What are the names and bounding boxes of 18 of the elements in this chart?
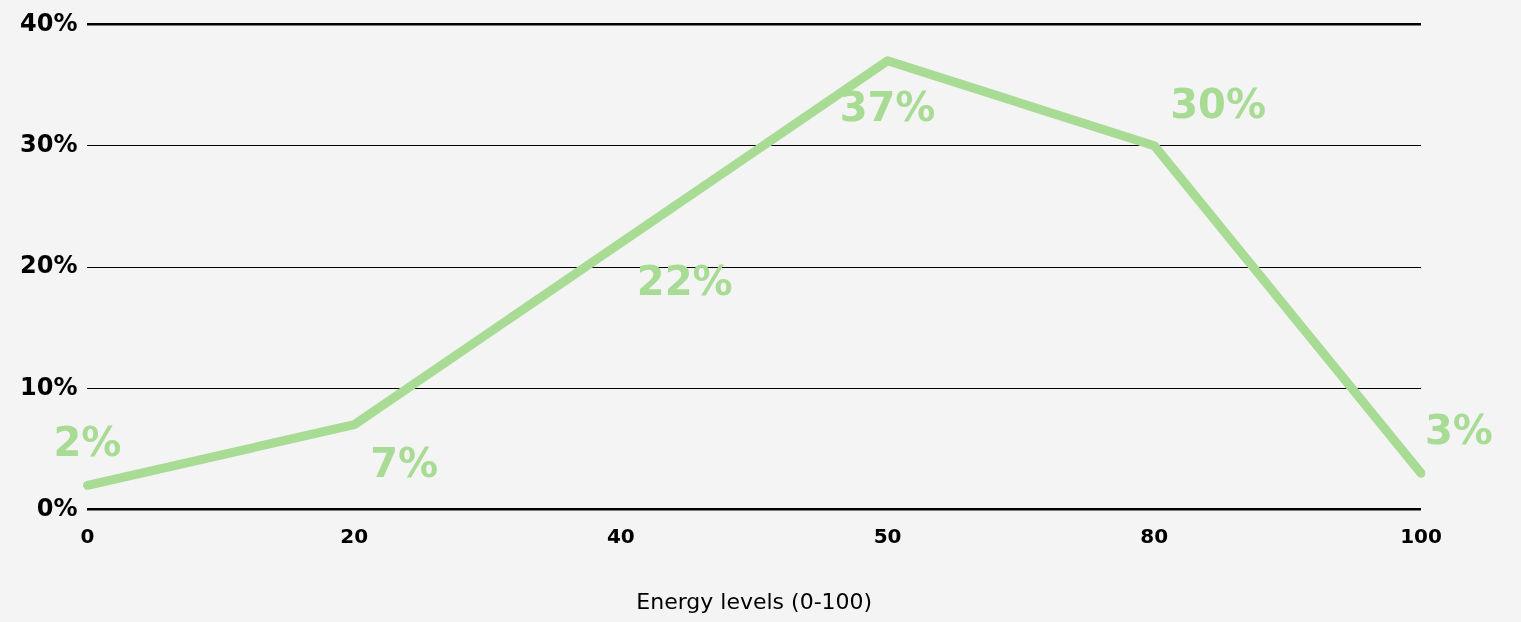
x-tick-label: 100 bbox=[1400, 523, 1442, 548]
x-axis-title: Energy levels (0-100) bbox=[636, 588, 873, 614]
data-label: 2% bbox=[53, 418, 122, 465]
x-tick-label: 80 bbox=[1140, 523, 1169, 548]
x-tick-label: 20 bbox=[340, 523, 369, 548]
data-label: 3% bbox=[1425, 406, 1493, 453]
y-tick-label: 40% bbox=[19, 8, 78, 37]
data-label: 22% bbox=[636, 258, 733, 305]
x-tick-label: 40 bbox=[606, 523, 635, 548]
x-tick-label: 50 bbox=[873, 523, 902, 548]
y-tick-label: 0% bbox=[36, 493, 78, 522]
y-tick-label: 20% bbox=[19, 251, 78, 280]
data-label: 30% bbox=[1170, 81, 1267, 128]
y-tick-label: 10% bbox=[19, 372, 78, 401]
x-tick-label: 0 bbox=[80, 523, 95, 548]
y-tick-label: 30% bbox=[19, 129, 78, 158]
data-label: 37% bbox=[839, 84, 936, 131]
data-label: 7% bbox=[370, 440, 439, 487]
